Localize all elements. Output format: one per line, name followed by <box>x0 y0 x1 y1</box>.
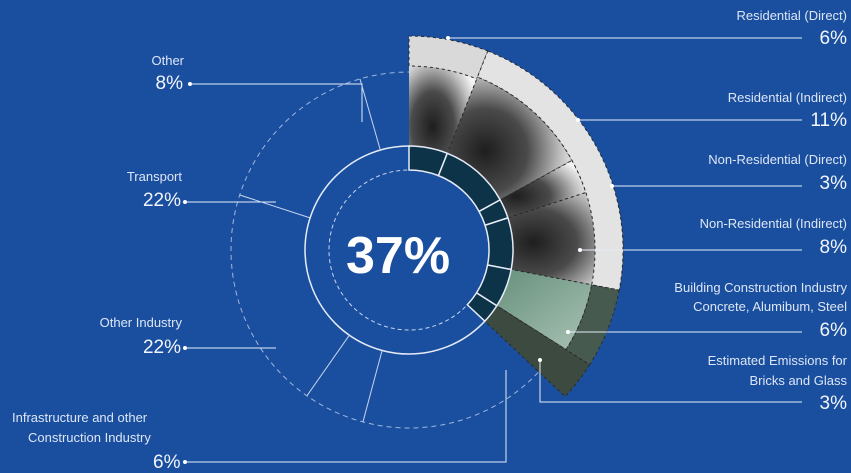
label-infrastructure: Infrastructure and other <box>12 410 148 425</box>
value-residential-indirect: 11% <box>810 110 847 131</box>
label-bricks-glass-line2: Bricks and Glass <box>749 373 847 388</box>
leader-bricks-glass <box>539 360 802 403</box>
leader-building-construction-dot <box>566 330 570 334</box>
label-nonresidential-direct: Non-Residential (Direct) <box>708 152 847 167</box>
leader-nonresidential-direct-dot <box>610 184 614 188</box>
leader-nonresidential-indirect-dot <box>578 248 582 252</box>
spoke-transport <box>239 194 311 219</box>
label-residential-direct: Residential (Direct) <box>736 8 847 23</box>
leader-bricks-glass-dot <box>538 358 542 362</box>
spoke-other <box>359 78 381 151</box>
value-other-industry: 22% <box>142 337 181 358</box>
leader-other-dot <box>188 82 192 86</box>
leader-residential-direct-dot <box>446 36 450 40</box>
value-bricks-glass: 3% <box>819 393 847 414</box>
leader-infrastructure <box>185 370 507 463</box>
label-building-construction-line2: Concrete, Alumibum, Steel <box>693 299 847 314</box>
label-bricks-glass: Estimated Emissions for <box>707 353 847 368</box>
leader-other <box>190 83 363 122</box>
value-other: 8% <box>155 73 183 94</box>
label-building-construction: Building Construction Industry <box>674 280 847 295</box>
value-infrastructure: 6% <box>153 452 181 473</box>
label-nonresidential-indirect: Non-Residential (Indirect) <box>699 216 847 231</box>
spoke-infrastructure <box>362 350 383 423</box>
label-infrastructure-line2: Construction Industry <box>28 430 151 445</box>
value-nonresidential-direct: 3% <box>819 173 847 194</box>
segment-bricks-glass-inner <box>466 291 498 323</box>
segment-construction-outer-band <box>565 284 620 366</box>
label-other: Other <box>151 53 184 68</box>
leader-infrastructure-dot <box>183 460 187 464</box>
leader-residential-indirect-dot <box>576 118 580 122</box>
leader-transport-dot <box>183 200 187 204</box>
label-other-industry: Other Industry <box>99 315 182 330</box>
leader-other-industry-dot <box>183 346 187 350</box>
segment-nonresidential-direct <box>478 159 587 226</box>
label-residential-indirect: Residential (Indirect) <box>727 90 847 105</box>
value-residential-direct: 6% <box>819 28 847 49</box>
label-transport: Transport <box>126 169 182 184</box>
value-nonresidential-indirect: 8% <box>819 237 847 258</box>
center-total-label: 37% <box>346 227 451 285</box>
spoke-other-industry <box>306 334 350 397</box>
value-transport: 22% <box>142 190 181 211</box>
segment-nonresidential-indirect-inner <box>484 216 514 271</box>
value-building-construction: 6% <box>819 320 847 341</box>
